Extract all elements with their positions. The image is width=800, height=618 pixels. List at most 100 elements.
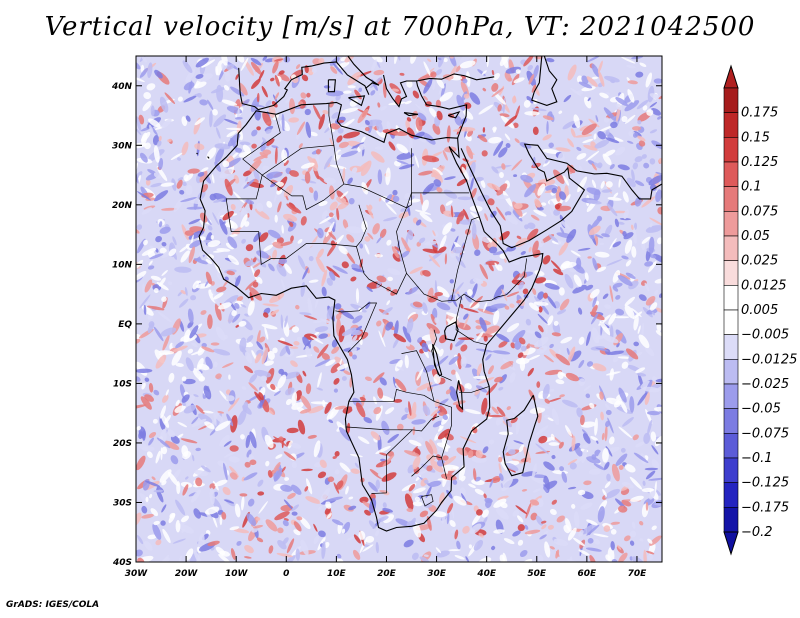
field-speck — [541, 202, 547, 206]
field-speck — [625, 272, 636, 279]
field-speck — [463, 313, 469, 320]
field-speck — [624, 100, 640, 112]
field-speck — [591, 454, 597, 460]
field-speck — [631, 246, 637, 258]
field-speck — [484, 213, 489, 222]
field-speck — [395, 381, 400, 390]
field-speck — [578, 81, 593, 89]
field-speck — [419, 212, 433, 223]
field-speck — [477, 134, 488, 143]
field-speck — [432, 511, 447, 518]
field-speck — [492, 310, 500, 326]
field-speck — [177, 96, 183, 102]
field-speck — [337, 202, 349, 210]
field-speck — [566, 347, 570, 356]
field-speck — [429, 328, 436, 346]
field-speck — [494, 376, 503, 383]
field-speck — [214, 161, 222, 172]
field-speck — [211, 174, 215, 184]
field-speck — [340, 150, 358, 158]
field-speck — [209, 428, 217, 436]
field-speck — [172, 236, 177, 246]
field-speck — [160, 182, 175, 187]
field-speck — [629, 396, 635, 413]
field-speck — [404, 192, 412, 200]
field-speck — [150, 275, 162, 281]
field-speck — [496, 183, 508, 196]
field-speck — [205, 258, 213, 265]
field-speck — [549, 200, 556, 212]
field-speck — [171, 178, 177, 191]
field-speck — [225, 157, 241, 169]
field-speck — [256, 330, 261, 344]
field-speck — [506, 214, 518, 225]
field-speck — [161, 446, 168, 455]
field-speck — [218, 554, 231, 562]
field-speck — [452, 479, 458, 485]
coastline-segment — [502, 395, 539, 477]
field-speck — [604, 461, 610, 470]
field-speck — [584, 272, 589, 282]
field-speck — [543, 461, 555, 471]
field-speck — [150, 508, 159, 517]
field-speck — [433, 179, 442, 187]
field-speck — [649, 184, 657, 192]
field-speck — [185, 69, 196, 83]
field-speck — [453, 495, 467, 506]
field-speck — [434, 317, 439, 324]
field-speck — [181, 116, 188, 127]
field-speck — [587, 97, 591, 102]
field-speck — [158, 350, 175, 355]
colorbar-label: 0.0125 — [741, 278, 787, 293]
field-speck — [392, 337, 400, 349]
country-border — [421, 494, 434, 507]
field-speck — [376, 275, 387, 283]
x-tick-label: 40E — [476, 569, 497, 579]
field-speck — [637, 392, 648, 406]
field-speck — [329, 137, 334, 147]
field-speck — [150, 105, 155, 117]
field-speck — [304, 108, 311, 116]
grads-credit: GrADS: IGES/COLA — [6, 600, 100, 610]
field-speck — [595, 439, 599, 444]
field-speck — [269, 292, 285, 304]
field-speck — [284, 263, 292, 274]
field-speck — [456, 322, 471, 331]
field-speck — [230, 415, 238, 433]
field-speck — [195, 405, 205, 414]
x-tick-label: 60E — [578, 569, 598, 579]
field-speck — [301, 468, 313, 472]
field-speck — [457, 196, 473, 201]
field-speck — [537, 183, 546, 196]
field-speck — [379, 228, 387, 239]
field-speck — [553, 268, 564, 276]
field-speck — [438, 56, 445, 68]
field-speck — [642, 105, 648, 111]
field-speck — [617, 544, 622, 550]
field-speck — [361, 136, 366, 143]
field-speck — [146, 451, 153, 459]
field-speck — [527, 354, 541, 361]
field-speck — [398, 211, 411, 219]
field-speck — [219, 390, 229, 402]
field-speck — [297, 255, 306, 270]
field-speck — [477, 235, 490, 243]
field-speck — [406, 412, 417, 420]
field-speck — [557, 371, 564, 380]
field-speck — [396, 423, 404, 431]
field-speck — [285, 195, 289, 201]
field-speck — [593, 538, 600, 545]
field-speck — [562, 121, 575, 130]
field-speck — [545, 58, 555, 63]
field-speck — [655, 378, 662, 383]
field-speck — [236, 120, 242, 134]
field-speck — [639, 62, 647, 68]
field-speck — [156, 437, 171, 449]
field-speck — [267, 350, 275, 360]
field-speck — [605, 445, 613, 457]
field-speck — [550, 509, 557, 515]
field-speck — [578, 359, 585, 369]
field-speck — [181, 445, 189, 457]
field-speck — [312, 104, 322, 121]
field-speck — [349, 454, 363, 458]
